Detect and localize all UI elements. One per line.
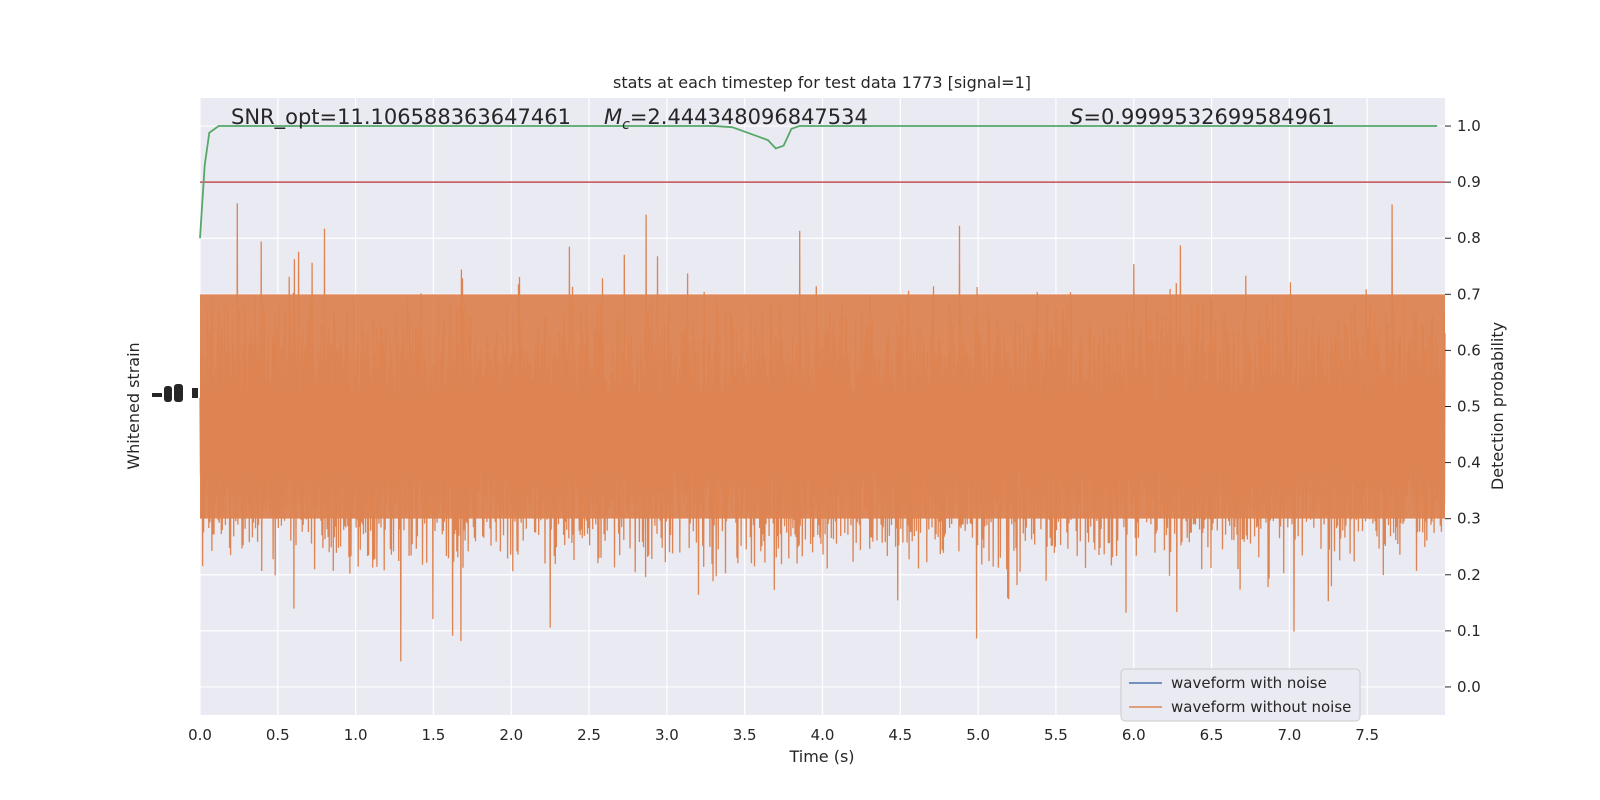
y-tick-label: 0.7 [1457, 285, 1481, 303]
detection-probability-line [199, 125, 1438, 239]
x-tick-label: 6.5 [1200, 726, 1224, 744]
y-axis-label-left: Whitened strain [124, 342, 143, 469]
chart-title: stats at each timestep for test data 177… [613, 73, 1031, 92]
x-tick-label: 7.0 [1277, 726, 1301, 744]
y-tick-label: 0.8 [1457, 229, 1481, 247]
x-tick-label: 0.0 [188, 726, 212, 744]
y-tick-label: 0.6 [1457, 341, 1481, 359]
y-tick-label: 0.5 [1457, 398, 1481, 416]
y-tick-label: 0.4 [1457, 454, 1481, 472]
y-tick-label: 0.1 [1457, 622, 1481, 640]
x-axis-label: Time (s) [788, 747, 854, 766]
y-ticks-right: 0.0 0.1 0.2 0.3 0.4 0.5 0.6 0.7 0.8 0.9 1.0 [1445, 117, 1481, 696]
legend: waveform with noise waveform without noi… [1120, 668, 1361, 722]
legend-box [1120, 668, 1361, 722]
y-tick-label: 0.0 [1457, 678, 1481, 696]
x-tick-label: 2.5 [577, 726, 601, 744]
y-axis-label-right: Detection probability [1488, 322, 1507, 490]
chirp-mass-annotation: Mc=2.444348096847534 [604, 105, 868, 133]
left-tick-cluster [152, 384, 198, 402]
score-annotation: S=0.9999532699584961 [1070, 105, 1335, 129]
x-tick-label: 5.5 [1044, 726, 1068, 744]
x-tick-label: 7.5 [1355, 726, 1379, 744]
x-tick-label: 5.0 [966, 726, 990, 744]
y-tick-label: 0.9 [1457, 173, 1481, 191]
x-tick-label: 1.0 [344, 726, 368, 744]
x-tick-label: 3.5 [733, 726, 757, 744]
x-tick-label: 4.5 [888, 726, 912, 744]
x-tick-label: 4.0 [811, 726, 835, 744]
y-tick-label: 1.0 [1457, 117, 1481, 135]
x-tick-label: 6.0 [1122, 726, 1146, 744]
waveform-without-noise-series [199, 203, 1446, 662]
x-tick-label: 2.0 [499, 726, 523, 744]
legend-label-without-noise: waveform without noise [1171, 698, 1351, 716]
y-tick-label: 0.2 [1457, 566, 1481, 584]
y-tick-label: 0.3 [1457, 510, 1481, 528]
x-ticks: 0.0 0.5 1.0 1.5 2.0 2.5 3.0 3.5 4.0 4.5 5.0 5.5 6.0 6… [188, 726, 1379, 744]
detection-probability-series [199, 125, 1438, 239]
legend-label-with-noise: waveform with noise [1171, 674, 1327, 692]
x-tick-label: 3.0 [655, 726, 679, 744]
x-tick-label: 0.5 [266, 726, 290, 744]
snr-annotation: SNR_opt=11.106588363647461 [231, 105, 571, 130]
waveform-without-noise-line [199, 203, 1446, 662]
x-tick-label: 1.5 [422, 726, 446, 744]
